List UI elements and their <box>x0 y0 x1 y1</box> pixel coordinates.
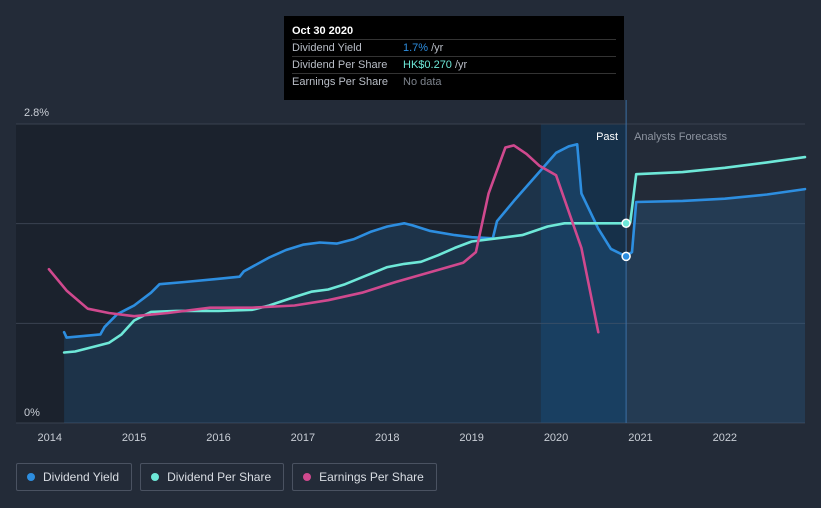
legend-dot-icon <box>151 473 160 481</box>
x-tick-label: 2022 <box>713 432 737 444</box>
tooltip-value: 1.7% <box>403 42 429 54</box>
x-tick-label: 2015 <box>122 432 146 444</box>
tooltip: Oct 30 2020 Dividend Yield 1.7% /yr Divi… <box>284 16 624 100</box>
dividend-per-share-marker <box>621 218 631 229</box>
tooltip-unit: /yr <box>431 42 444 54</box>
tooltip-row-dividend-per-share: Dividend Per Share HK$0.270 /yr <box>292 57 616 74</box>
tooltip-row-earnings-per-share: Earnings Per Share No data <box>292 74 616 90</box>
dividend-yield-marker <box>621 251 631 262</box>
y-tick-label-top: 2.8% <box>24 107 49 119</box>
x-tick-label: 2020 <box>544 432 568 444</box>
tooltip-label: Dividend Yield <box>292 42 362 54</box>
x-tick-label: 2019 <box>459 432 483 444</box>
legend-label: Earnings Per Share <box>319 470 424 484</box>
tooltip-row-dividend-yield: Dividend Yield 1.7% /yr <box>292 40 616 57</box>
legend-label: Dividend Per Share <box>167 470 272 484</box>
earnings-per-share-line <box>47 144 600 334</box>
x-tick-label: 2021 <box>628 432 652 444</box>
x-tick-label: 2018 <box>375 432 399 444</box>
legend-item-earnings-per-share[interactable]: Earnings Per Share <box>292 463 437 491</box>
dividend-yield-area <box>64 144 805 423</box>
legend-item-dividend-yield[interactable]: Dividend Yield <box>16 463 133 491</box>
x-tick-label: 2017 <box>291 432 315 444</box>
x-tick-label: 2016 <box>206 432 230 444</box>
past-region <box>16 124 627 423</box>
legend-dot-icon <box>303 473 312 481</box>
tooltip-value: HK$0.270 <box>403 59 452 71</box>
x-tick-label: 2014 <box>38 432 62 444</box>
dividend-yield-line <box>62 143 807 339</box>
tooltip-unit: /yr <box>454 59 468 71</box>
y-tick-label-bottom: 0% <box>24 407 40 419</box>
legend: Dividend Yield Dividend Per Share Earnin… <box>16 463 437 491</box>
legend-item-dividend-per-share[interactable]: Dividend Per Share <box>140 463 285 491</box>
tooltip-label: Earnings Per Share <box>292 76 388 88</box>
tooltip-date: Oct 30 2020 <box>292 23 616 40</box>
tooltip-value: No data <box>403 76 442 88</box>
tooltip-label: Dividend Per Share <box>292 59 388 71</box>
legend-label: Dividend Yield <box>43 470 120 484</box>
legend-dot-icon <box>27 473 35 481</box>
forecast-label: Analysts Forecasts <box>634 131 727 143</box>
past-label: Past <box>596 131 618 143</box>
